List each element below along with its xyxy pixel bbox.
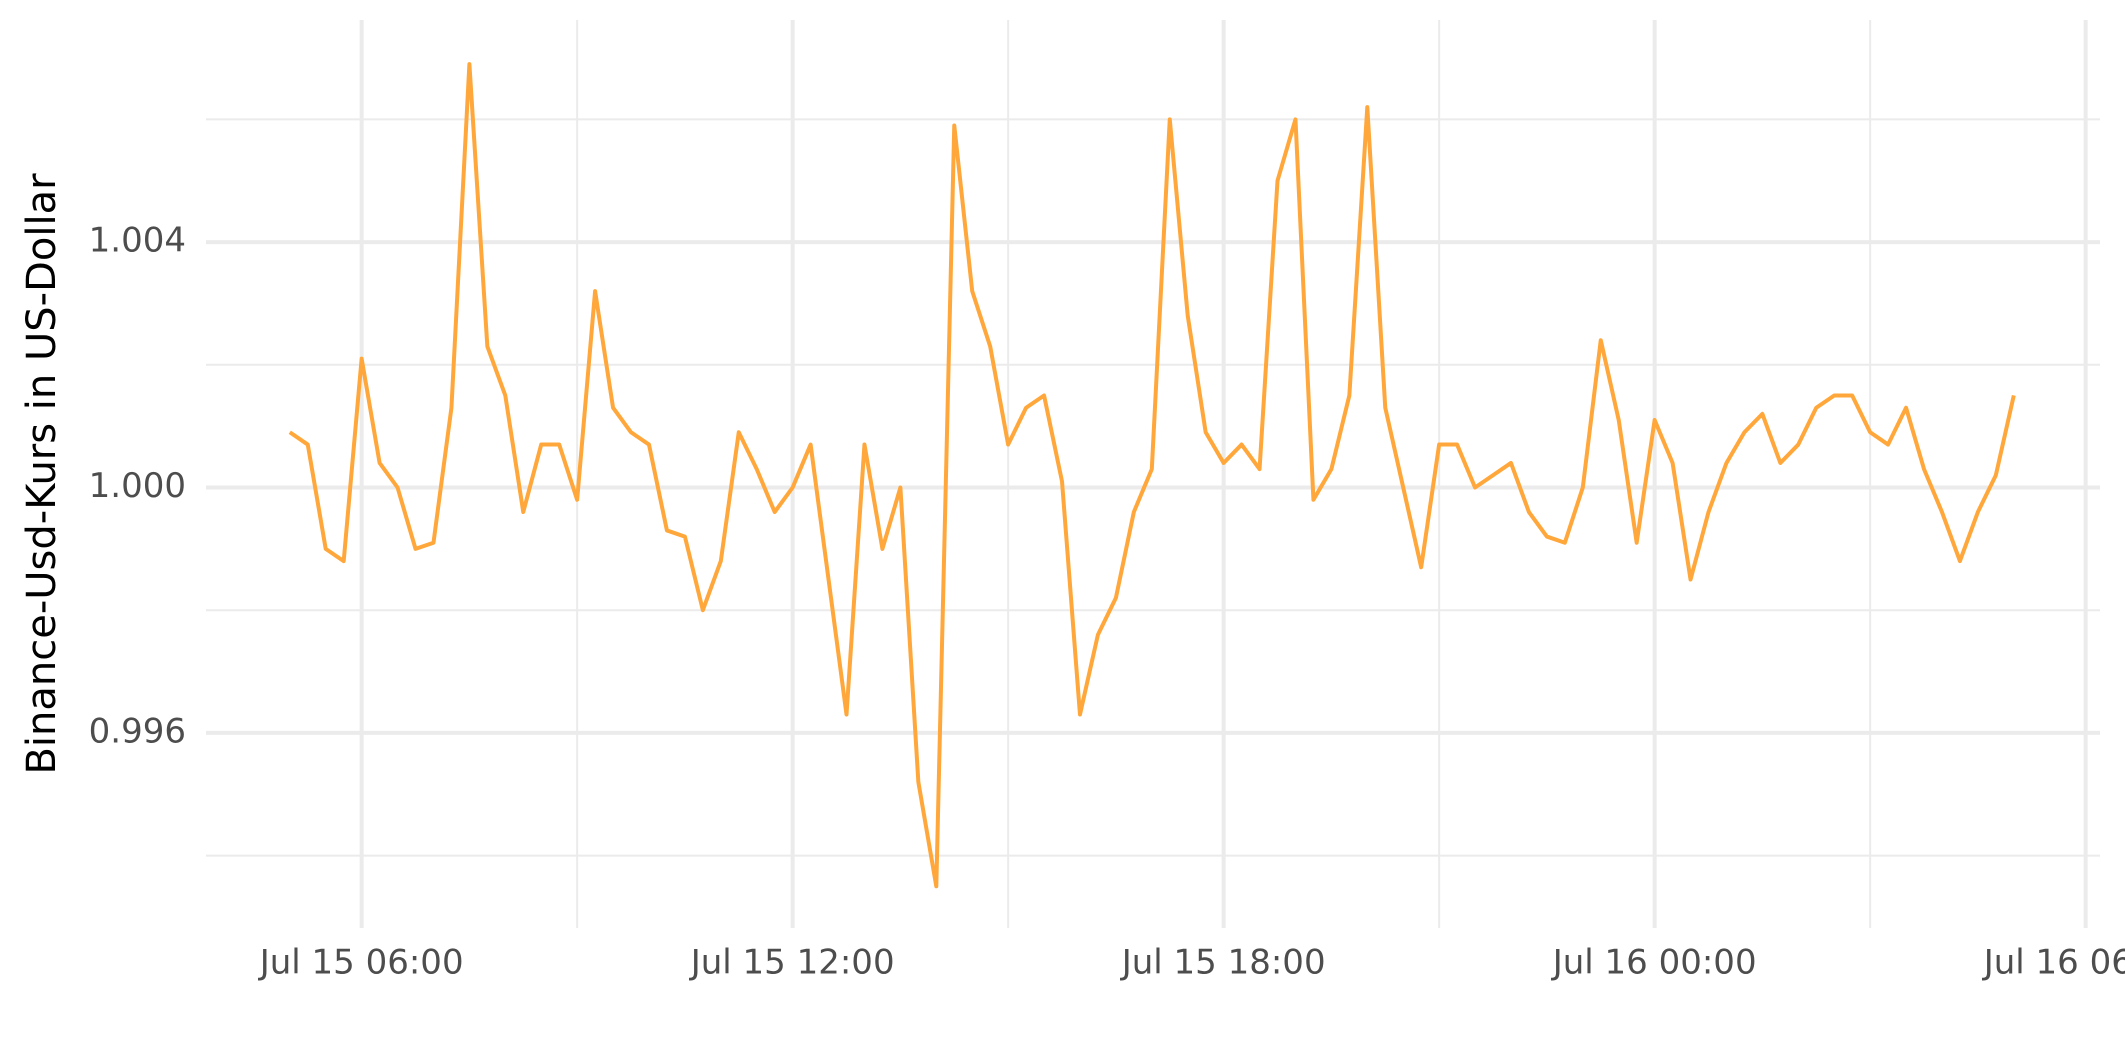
y-tick-label: 1.000 — [89, 466, 186, 506]
y-axis-title: Binance-Usd-Kurs in US-Dollar — [19, 173, 65, 775]
x-tick-label: Jul 15 12:00 — [689, 943, 895, 983]
x-tick-label: Jul 15 06:00 — [258, 943, 464, 983]
x-tick-label: Jul 15 18:00 — [1120, 943, 1326, 983]
y-tick-label: 1.004 — [89, 221, 186, 261]
y-tick-label: 0.996 — [89, 711, 186, 751]
x-tick-label: Jul 16 06:00 — [1982, 943, 2125, 983]
price-line — [288, 62, 2016, 889]
x-tick-label: Jul 16 00:00 — [1551, 943, 1757, 983]
